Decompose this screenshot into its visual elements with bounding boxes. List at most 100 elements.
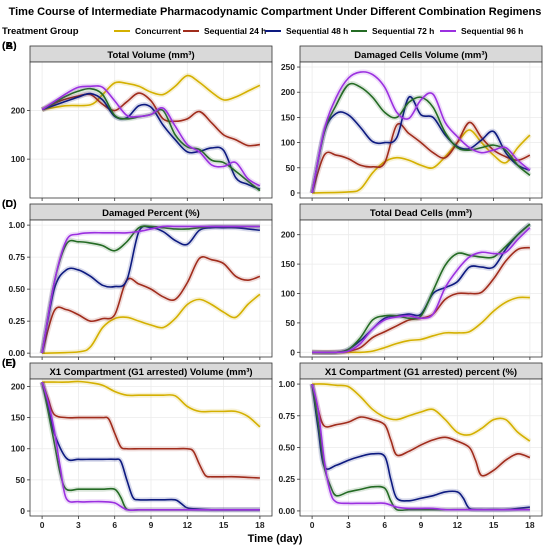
panel-letter: (B) bbox=[2, 40, 17, 52]
x-tick-label: 18 bbox=[525, 520, 535, 530]
x-tick-label: 0 bbox=[40, 520, 45, 530]
panel-letter: (F) bbox=[2, 357, 15, 369]
legend-label: Sequential 72 h bbox=[372, 26, 434, 36]
series-line bbox=[312, 227, 531, 354]
panel-f: (F) X1 Compartment (G1 arrested) percent … bbox=[2, 357, 543, 530]
y-tick-label: 150 bbox=[281, 112, 295, 122]
panel-title: Total Volume (mm³) bbox=[107, 50, 194, 61]
y-tick-label: 100 bbox=[11, 154, 25, 164]
figure-title: Time Course of Intermediate Pharmacodyna… bbox=[9, 6, 542, 18]
y-tick-label: 0.00 bbox=[8, 348, 25, 358]
series-line bbox=[41, 381, 260, 512]
legend-item: Sequential 48 h bbox=[265, 26, 348, 36]
panel-title: X1 Compartment (G1 arrested) Volume (mm³… bbox=[49, 367, 252, 378]
series-line bbox=[311, 71, 531, 194]
series-line bbox=[41, 381, 260, 479]
legend-items: Concurrent Sequential 24 h Sequential 48 h… bbox=[114, 26, 523, 36]
panel-b: (B)Damaged Cells Volume (mm³)03691215180… bbox=[2, 40, 543, 212]
series-lines bbox=[39, 223, 262, 356]
legend-title: Treatment Group bbox=[2, 26, 79, 37]
panel-a: (A)Total Volume (mm³)0369121518100200 bbox=[2, 40, 273, 212]
panel-title: Total Dead Cells (mm³) bbox=[370, 208, 472, 219]
y-tick-label: 200 bbox=[281, 87, 295, 97]
series-lines bbox=[309, 381, 532, 513]
y-tick-label: 0.00 bbox=[278, 506, 295, 516]
panel-c: (C)Damaged Percent (%)03691215180.000.25… bbox=[2, 198, 273, 371]
series-line bbox=[311, 82, 531, 194]
series-line bbox=[311, 383, 530, 511]
x-tick-label: 18 bbox=[255, 520, 265, 530]
y-tick-label: 100 bbox=[281, 138, 295, 148]
y-tick-label: 250 bbox=[281, 62, 295, 72]
y-tick-label: 1.00 bbox=[8, 220, 25, 230]
panel-title: Damaged Cells Volume (mm³) bbox=[354, 50, 487, 61]
y-tick-label: 100 bbox=[11, 444, 25, 454]
legend-label: Concurrent bbox=[135, 26, 181, 36]
y-tick-label: 0.25 bbox=[278, 474, 295, 484]
panel-e: (E) X1 Compartment (G1 arrested) Volume (… bbox=[2, 357, 273, 530]
panels: (A) Total Volume (mm³) 0 3 6 9 12 15 18 100 200 (B)… bbox=[2, 40, 543, 530]
x-tick-label: 3 bbox=[76, 520, 81, 530]
y-tick-label: 0.50 bbox=[8, 284, 25, 294]
series-line bbox=[42, 380, 261, 428]
x-tick-label: 9 bbox=[419, 520, 424, 530]
series-line bbox=[41, 256, 261, 354]
legend: Treatment Group Concurrent Sequential 24 … bbox=[2, 26, 523, 37]
y-tick-label: 0.50 bbox=[278, 443, 295, 453]
x-tick-label: 0 bbox=[310, 520, 315, 530]
y-tick-label: 200 bbox=[281, 230, 295, 240]
x-tick-label: 9 bbox=[149, 520, 154, 530]
x-tick-label: 6 bbox=[382, 520, 387, 530]
y-tick-label: 50 bbox=[16, 475, 26, 485]
series-line bbox=[312, 296, 530, 354]
panel-letter: (C) bbox=[2, 198, 17, 210]
x-tick-label: 12 bbox=[183, 520, 193, 530]
y-tick-label: 0 bbox=[290, 188, 295, 198]
y-tick-label: 0 bbox=[290, 347, 295, 357]
y-tick-label: 1.00 bbox=[278, 379, 295, 389]
panel-letter: (D) bbox=[2, 198, 17, 210]
y-tick-label: 150 bbox=[281, 259, 295, 269]
legend-label: Sequential 24 h bbox=[204, 26, 266, 36]
y-tick-label: 0.75 bbox=[278, 411, 295, 421]
y-tick-label: 0 bbox=[20, 506, 25, 516]
series-line bbox=[312, 383, 531, 442]
series-line bbox=[41, 92, 261, 191]
panel-letter: (E) bbox=[2, 357, 16, 369]
y-tick-label: 200 bbox=[11, 106, 25, 116]
x-tick-label: 15 bbox=[489, 520, 499, 530]
y-tick-label: 0.75 bbox=[8, 252, 25, 262]
series-line bbox=[311, 95, 531, 194]
x-tick-label: 15 bbox=[219, 520, 229, 530]
legend-label: Sequential 96 h bbox=[461, 26, 523, 36]
legend-item: Sequential 24 h bbox=[183, 26, 266, 36]
series-line bbox=[312, 129, 531, 194]
x-tick-label: 6 bbox=[112, 520, 117, 530]
x-tick-label: 3 bbox=[346, 520, 351, 530]
series-line bbox=[41, 85, 261, 187]
panel-title: X1 Compartment (G1 arrested) percent (%) bbox=[325, 367, 517, 378]
y-tick-label: 200 bbox=[11, 381, 25, 391]
series-line bbox=[41, 225, 260, 354]
y-tick-label: 100 bbox=[281, 288, 295, 298]
series-line bbox=[312, 246, 531, 354]
legend-item: Concurrent bbox=[114, 26, 181, 36]
series-lines bbox=[309, 69, 532, 196]
series-line bbox=[42, 293, 261, 354]
x-tick-label: 12 bbox=[453, 520, 463, 530]
series-lines bbox=[40, 73, 262, 193]
y-tick-label: 50 bbox=[286, 318, 296, 328]
panel-title: Damaged Percent (%) bbox=[102, 208, 200, 219]
y-tick-label: 150 bbox=[11, 413, 25, 423]
series-line bbox=[311, 383, 531, 477]
y-tick-label: 0.25 bbox=[8, 316, 25, 326]
y-tick-label: 50 bbox=[286, 163, 296, 173]
series-lines bbox=[39, 379, 262, 513]
panel-letter: (A) bbox=[2, 40, 17, 52]
legend-label: Sequential 48 h bbox=[286, 26, 348, 36]
x-axis-title: Time (day) bbox=[248, 533, 303, 545]
legend-item: Sequential 96 h bbox=[440, 26, 523, 36]
series-line bbox=[41, 225, 260, 354]
